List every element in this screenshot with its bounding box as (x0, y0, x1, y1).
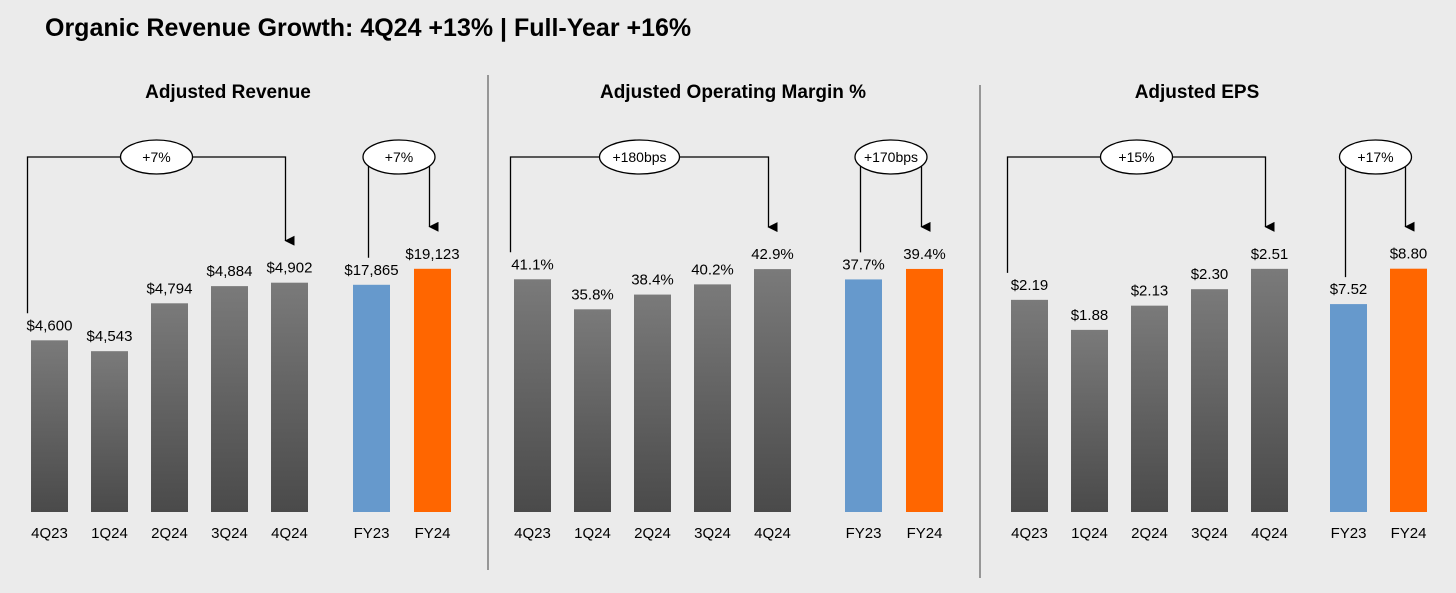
bar-revenue-3q24 (211, 286, 248, 512)
category-label-operating-margin-fy24: FY24 (907, 525, 943, 542)
category-label-revenue-3q24: 3Q24 (211, 525, 248, 542)
bar-operating-margin-2q24 (634, 294, 671, 512)
category-label-revenue-fy23: FY23 (354, 525, 390, 542)
value-label-revenue-fy24: $19,123 (405, 246, 459, 263)
bar-operating-margin-4q24 (754, 269, 791, 512)
panel-title-revenue: Adjusted Revenue (145, 82, 311, 103)
category-label-operating-margin-1q24: 1Q24 (574, 525, 611, 542)
growth-label-revenue-annual: +7% (385, 149, 413, 165)
growth-bubble-eps-annual (1338, 139, 1413, 175)
bar-operating-margin-3q24 (694, 284, 731, 512)
value-label-operating-margin-4q24: 42.9% (751, 246, 794, 263)
growth-label-eps-annual: +17% (1357, 149, 1393, 165)
bar-eps-4q23 (1011, 299, 1048, 512)
bar-revenue-4q24 (271, 282, 308, 512)
category-label-revenue-4q23: 4Q23 (31, 525, 68, 542)
growth-label-operating-margin-quarterly: +180bps (612, 149, 666, 165)
value-label-operating-margin-3q24: 40.2% (691, 261, 734, 278)
panel-title-eps: Adjusted EPS (1135, 82, 1260, 103)
bar-operating-margin-4q23 (514, 279, 551, 512)
category-label-eps-4q23: 4Q23 (1011, 525, 1048, 542)
category-label-eps-2q24: 2Q24 (1131, 525, 1168, 542)
panel-title-operating-margin: Adjusted Operating Margin % (600, 82, 866, 103)
category-label-eps-fy23: FY23 (1331, 525, 1367, 542)
bar-eps-2q24 (1131, 305, 1168, 512)
category-label-operating-margin-3q24: 3Q24 (694, 525, 731, 542)
category-label-eps-fy24: FY24 (1391, 525, 1427, 542)
growth-bubble-revenue-annual (362, 139, 436, 175)
category-label-eps-1q24: 1Q24 (1071, 525, 1108, 542)
value-label-revenue-4q23: $4,600 (27, 317, 73, 334)
growth-bubble-eps-quarterly (1099, 139, 1174, 175)
value-label-revenue-4q24: $4,902 (267, 260, 313, 277)
bar-revenue-fy23 (353, 284, 390, 512)
value-label-operating-margin-4q23: 41.1% (511, 256, 554, 273)
bar-operating-margin-1q24 (574, 309, 611, 512)
bar-eps-1q24 (1071, 329, 1108, 512)
value-label-eps-fy24: $8.80 (1390, 246, 1428, 263)
category-label-revenue-1q24: 1Q24 (91, 525, 128, 542)
bar-eps-fy23 (1330, 304, 1367, 512)
bar-revenue-1q24 (91, 351, 128, 512)
bar-revenue-4q23 (31, 340, 68, 512)
value-label-operating-margin-1q24: 35.8% (571, 286, 614, 303)
value-label-revenue-1q24: $4,543 (87, 328, 133, 345)
bar-revenue-2q24 (151, 303, 188, 512)
value-label-eps-4q23: $2.19 (1011, 277, 1049, 294)
value-label-eps-fy23: $7.52 (1330, 281, 1368, 298)
category-label-revenue-4q24: 4Q24 (271, 525, 308, 542)
page-title: Organic Revenue Growth: 4Q24 +13% | Full… (45, 14, 692, 42)
value-label-operating-margin-fy23: 37.7% (842, 256, 885, 273)
growth-label-eps-quarterly: +15% (1118, 149, 1154, 165)
value-label-revenue-fy23: $17,865 (344, 262, 398, 279)
growth-bubble-operating-margin-annual (854, 139, 928, 175)
bar-eps-fy24 (1390, 268, 1427, 512)
value-label-eps-1q24: $1.88 (1071, 307, 1109, 324)
value-label-operating-margin-fy24: 39.4% (903, 246, 946, 263)
bar-eps-3q24 (1191, 289, 1228, 512)
growth-bubble-operating-margin-quarterly (598, 139, 681, 175)
bar-eps-4q24 (1251, 268, 1288, 512)
growth-label-operating-margin-annual: +170bps (864, 149, 918, 165)
category-label-operating-margin-4q24: 4Q24 (754, 525, 791, 542)
value-label-eps-3q24: $2.30 (1191, 266, 1229, 283)
bar-operating-margin-fy24 (906, 268, 943, 512)
category-label-eps-3q24: 3Q24 (1191, 525, 1228, 542)
category-label-operating-margin-2q24: 2Q24 (634, 525, 671, 542)
category-label-revenue-fy24: FY24 (415, 525, 451, 542)
value-label-eps-4q24: $2.51 (1251, 246, 1289, 263)
category-label-revenue-2q24: 2Q24 (151, 525, 188, 542)
bar-operating-margin-fy23 (845, 279, 882, 512)
category-label-operating-margin-4q23: 4Q23 (514, 525, 551, 542)
growth-label-revenue-quarterly: +7% (142, 149, 170, 165)
value-label-eps-2q24: $2.13 (1131, 283, 1169, 300)
value-label-revenue-3q24: $4,884 (207, 263, 253, 280)
value-label-revenue-2q24: $4,794 (147, 280, 193, 297)
category-label-eps-4q24: 4Q24 (1251, 525, 1288, 542)
bar-revenue-fy24 (414, 268, 451, 512)
category-label-operating-margin-fy23: FY23 (846, 525, 882, 542)
growth-bubble-revenue-quarterly (119, 139, 194, 175)
value-label-operating-margin-2q24: 38.4% (631, 272, 674, 289)
